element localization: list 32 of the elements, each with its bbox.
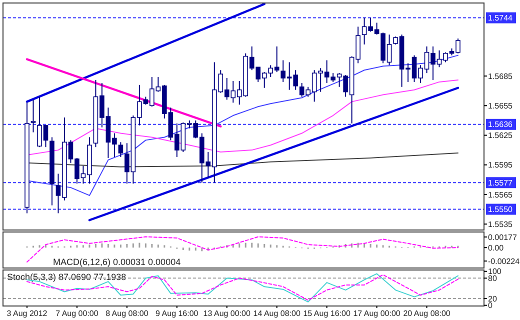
y-tick-label: 100 xyxy=(488,267,502,276)
x-tick-label: 7 Aug 00:00 xyxy=(56,309,99,318)
line-series xyxy=(26,152,458,168)
y-tick-label: 0.00 xyxy=(488,243,504,252)
chart-title: Stoch(5,3,3) 87.0690 77.1938 xyxy=(7,272,126,282)
y-tick-label: 1.5565 xyxy=(488,190,514,200)
y-tick-label: 0 xyxy=(488,301,493,310)
x-tick-label: 3 Aug 2012 xyxy=(6,309,48,318)
x-tick-label: 14 Aug 08:00 xyxy=(253,309,301,318)
y-tick-label: 0.00177 xyxy=(488,232,518,242)
ref-line-label: 1.5636 xyxy=(488,120,514,130)
candlestick xyxy=(118,142,124,158)
y-tick-label: -0.00224 xyxy=(488,256,520,266)
x-tick-label: 15 Aug 16:00 xyxy=(303,309,351,318)
y-tick-label: 80 xyxy=(488,274,498,283)
x-tick-label: 8 Aug 08:00 xyxy=(106,309,149,318)
candlestick xyxy=(30,99,36,133)
ref-line-label: 1.5550 xyxy=(488,205,514,214)
x-tick-label: 17 Aug 00:00 xyxy=(353,309,401,318)
line-series xyxy=(26,79,458,156)
x-tick-label: 20 Aug 08:00 xyxy=(403,309,451,318)
y-tick-label: 1.5625 xyxy=(488,131,514,140)
y-tick-label: 1.5535 xyxy=(488,220,514,229)
y-tick-label: 20 xyxy=(488,294,498,304)
text: MACD(6,12,6) 0.00031 0.00004 xyxy=(53,257,181,267)
x-tick-label: 9 Aug 16:00 xyxy=(156,309,199,318)
y-tick-label: 1.5685 xyxy=(488,72,514,81)
y-tick-label: 1.5595 xyxy=(488,160,514,170)
x-tick-label: 13 Aug 00:00 xyxy=(203,309,252,318)
ref-line-label: 1.5744 xyxy=(488,14,514,23)
y-tick-label: 1.5655 xyxy=(488,101,514,110)
ref-line-label: 1.5577 xyxy=(488,178,514,188)
